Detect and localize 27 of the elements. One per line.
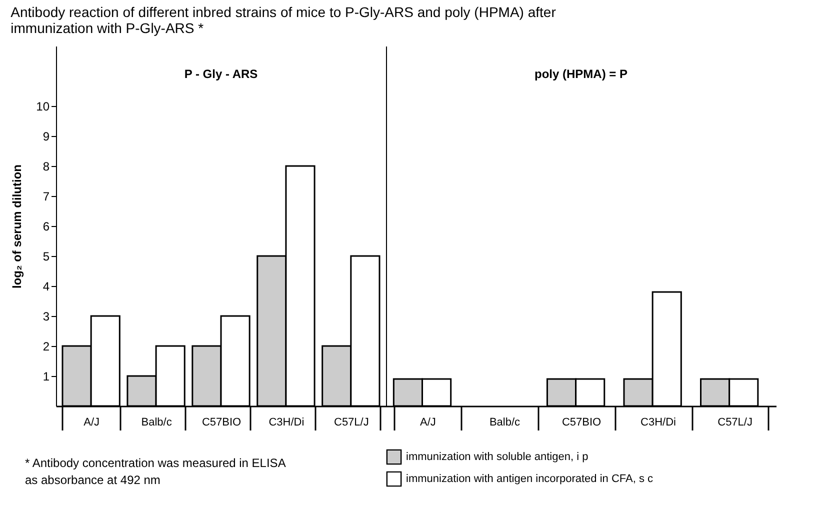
y-tick-label: 9 (42, 130, 50, 144)
x-tick-label: A/J (420, 416, 436, 428)
y-tick-label: 10 (36, 100, 50, 114)
y-tick-label: 3 (42, 310, 50, 324)
x-tick-label: A/J (84, 416, 100, 428)
x-tick-label: C3H/Di (640, 416, 676, 428)
y-tick-label: 1 (42, 370, 50, 384)
y-tick-label: 6 (42, 220, 50, 234)
y-tick-label: 2 (42, 340, 50, 354)
x-tick-label: C57L/J (718, 416, 752, 428)
x-tick-label: C57BIO (562, 416, 602, 428)
legend-label: immunization with antigen incorporated in CFA, s c (406, 473, 654, 485)
text: * Antibody concentration was measured in ELISA as absorbance at 492 nm (25, 455, 287, 489)
annotation: poly (HPMA) = P (534, 67, 628, 81)
y-axis-title: log₂ of serum dilution (10, 164, 24, 288)
y-tick-label: 4 (42, 280, 50, 294)
y-tick-label: 5 (42, 250, 50, 264)
x-tick-label: Balb/c (141, 416, 172, 428)
y-tick-label: 7 (42, 190, 50, 204)
annotation: P - Gly - ARS (184, 67, 258, 81)
legend-label: immunization with soluble antigen, i p (406, 451, 588, 463)
x-tick-label: C3H/Di (268, 416, 304, 428)
x-tick-label: C57L/J (334, 416, 369, 428)
x-tick-label: Balb/c (489, 416, 521, 428)
y-tick-label: 8 (42, 160, 50, 174)
x-tick-label: C57BIO (202, 416, 242, 428)
chart-title: Antibody reaction of different inbred strains of mice to P-Gly-ARS and poly (HPMA) after immunization with P-Gly-ARS * (10, 4, 556, 36)
